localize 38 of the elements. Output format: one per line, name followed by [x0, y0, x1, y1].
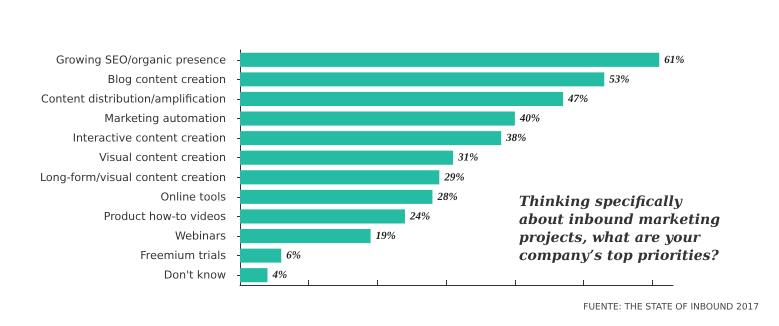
data-label: 19% [376, 230, 396, 242]
y-tick-label: Product how-to videos [104, 210, 226, 223]
y-tick-label: Marketing automation [104, 112, 226, 126]
data-label: 40% [518, 112, 540, 125]
data-label: 29% [443, 171, 464, 184]
data-label: 24% [408, 210, 430, 222]
bar [240, 92, 564, 106]
bar [240, 72, 604, 86]
bar [240, 170, 440, 184]
data-label: 28% [436, 190, 458, 203]
y-tick-label: Webinars [174, 230, 226, 243]
bar [240, 52, 660, 67]
y-tick-label: Freemium trials [140, 249, 226, 262]
y-tick-label: Don't know [164, 268, 226, 282]
data-label: 4% [271, 269, 288, 282]
y-tick-label: Long-form/visual content creation [40, 170, 226, 184]
data-label: 38% [505, 132, 526, 144]
data-label: 6% [286, 250, 301, 262]
bar [240, 131, 502, 146]
data-label: 31% [457, 152, 478, 164]
y-tick-label: Blog content creation [108, 72, 226, 86]
bar [240, 209, 405, 224]
y-tick-label: Growing SEO/organic presence [56, 53, 226, 66]
bar [240, 268, 268, 282]
y-tick-label: Interactive content creation [72, 132, 226, 145]
data-label: 61% [664, 54, 684, 66]
bar [240, 228, 371, 244]
y-tick-label: Content distribution/amplification [41, 92, 226, 106]
bar [240, 150, 454, 165]
bar [240, 111, 515, 126]
source-note: FUENTE: THE STATE OF INBOUND 2017 [583, 302, 760, 312]
y-tick-label: Online tools [160, 190, 226, 204]
data-label: 53% [609, 73, 630, 86]
bar [240, 190, 432, 204]
bar [240, 248, 282, 263]
text: Thinking specifically about inbound marketing projects, what are your company’s top priorities? [519, 194, 720, 264]
y-tick-label: Visual content creation [99, 151, 226, 164]
data-label: 47% [567, 92, 588, 105]
